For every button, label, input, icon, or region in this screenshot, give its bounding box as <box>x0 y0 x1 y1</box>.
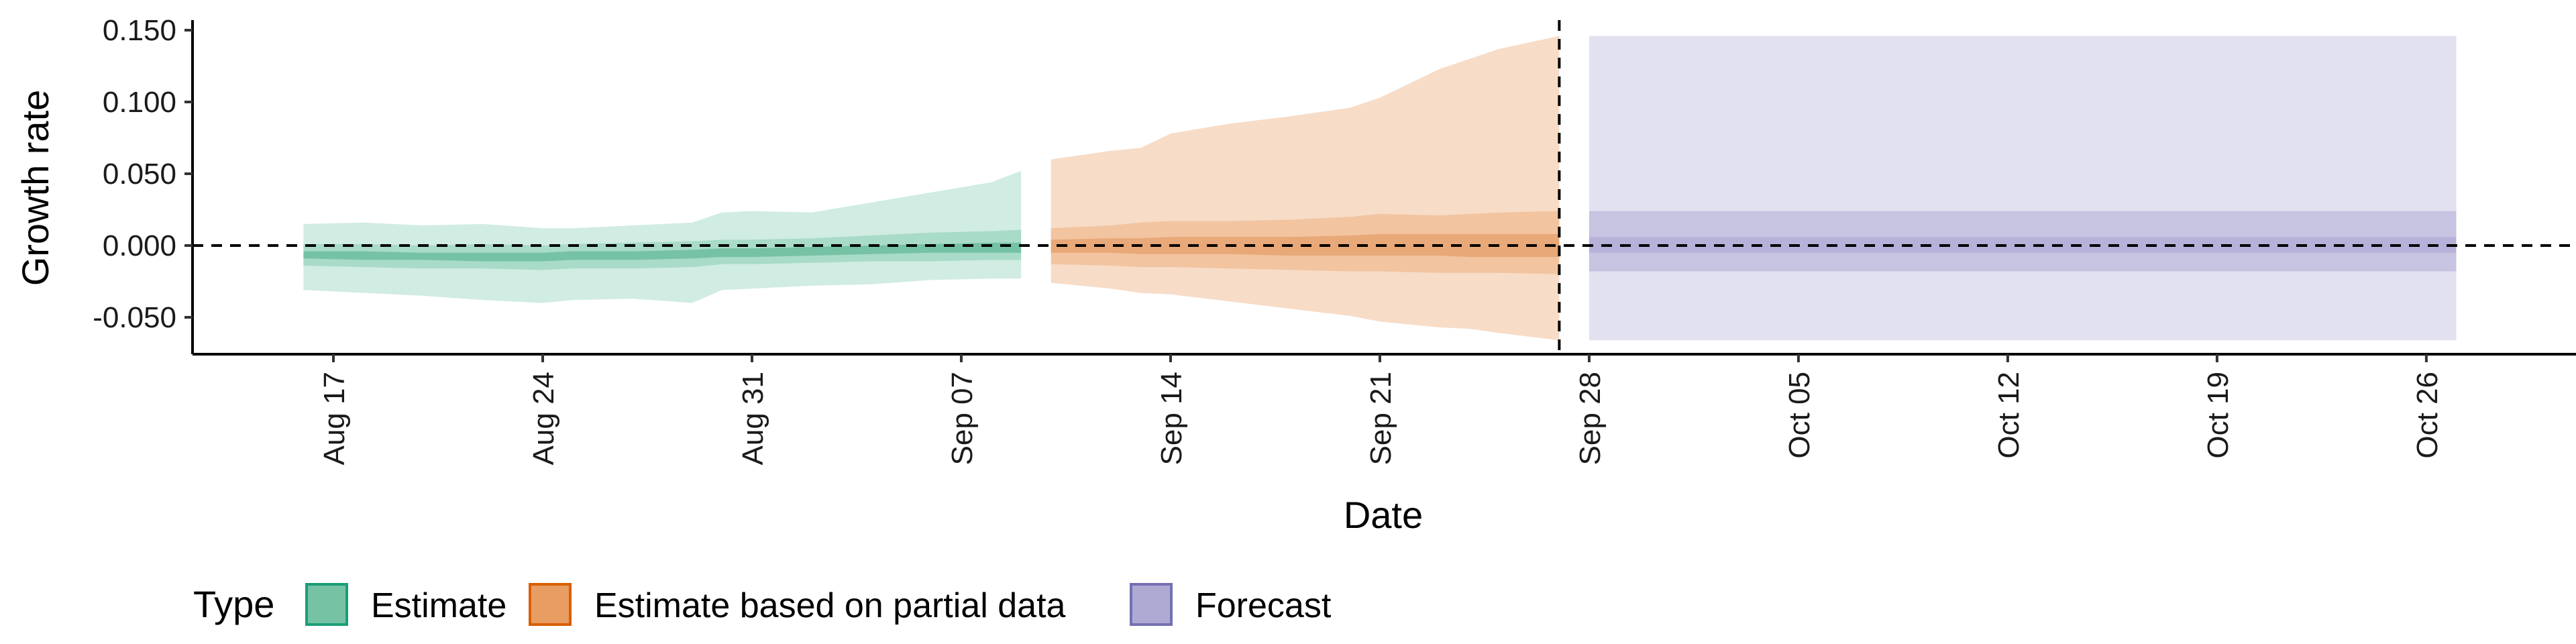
x-tick-label: Sep 07 <box>946 372 979 465</box>
x-tick-label: Oct 05 <box>1783 372 1816 459</box>
legend-title: Type <box>193 583 274 625</box>
x-tick-label: Oct 19 <box>2202 372 2235 459</box>
forecast-band-outer <box>1589 36 2457 341</box>
x-tick-label: Sep 21 <box>1364 372 1397 465</box>
y-axis-title: Growth rate <box>14 90 56 286</box>
x-tick-label: Aug 17 <box>318 372 351 465</box>
legend-key-forecast <box>1130 583 1173 626</box>
y-tick-label: 0.050 <box>103 158 176 191</box>
y-tick-label: 0.100 <box>103 86 176 119</box>
x-tick-label: Oct 12 <box>1992 372 2025 459</box>
legend-key-estimate <box>305 583 348 626</box>
series-estimate-based-on-partial-data <box>1051 36 1560 341</box>
x-axis-title: Date <box>1344 494 1423 536</box>
x-tick-label: Aug 24 <box>527 372 560 465</box>
legend: Type Estimate Estimate based on partial d… <box>193 583 1332 626</box>
x-tick-label: Sep 28 <box>1574 372 1607 465</box>
estimate-band-outer <box>303 170 1022 303</box>
legend-label-estimate: Estimate <box>371 586 506 625</box>
y-tick-label: 0.000 <box>103 229 176 262</box>
reference-lines <box>193 20 2576 354</box>
estimate-based-on-partial-data-band-outer <box>1051 36 1560 341</box>
x-ticks: Aug 17 Aug 24 Aug 31 Sep 07 Sep 14 Sep 21 Sep … <box>318 354 2444 465</box>
estimate-band-inner <box>303 242 1022 262</box>
legend-label-estimate-based-on-partial-data: Estimate based on partial data <box>594 586 1066 625</box>
x-tick-label: Oct 26 <box>2411 372 2444 459</box>
y-tick-label: 0.150 <box>103 14 176 47</box>
x-tick-label: Aug 31 <box>737 372 769 465</box>
legend-key-estimate-based-on-partial-data <box>529 583 572 626</box>
series-forecast <box>1589 36 2457 341</box>
legend-label-forecast: Forecast <box>1195 586 1332 625</box>
axes <box>191 20 2576 356</box>
y-tick-label: -0.050 <box>93 301 176 334</box>
series-estimate <box>303 170 1022 303</box>
x-tick-label: Sep 14 <box>1155 372 1188 465</box>
uncertainty-bands <box>303 36 2457 341</box>
y-ticks: 0.150 0.100 0.050 0.000 -0.050 <box>93 14 193 334</box>
